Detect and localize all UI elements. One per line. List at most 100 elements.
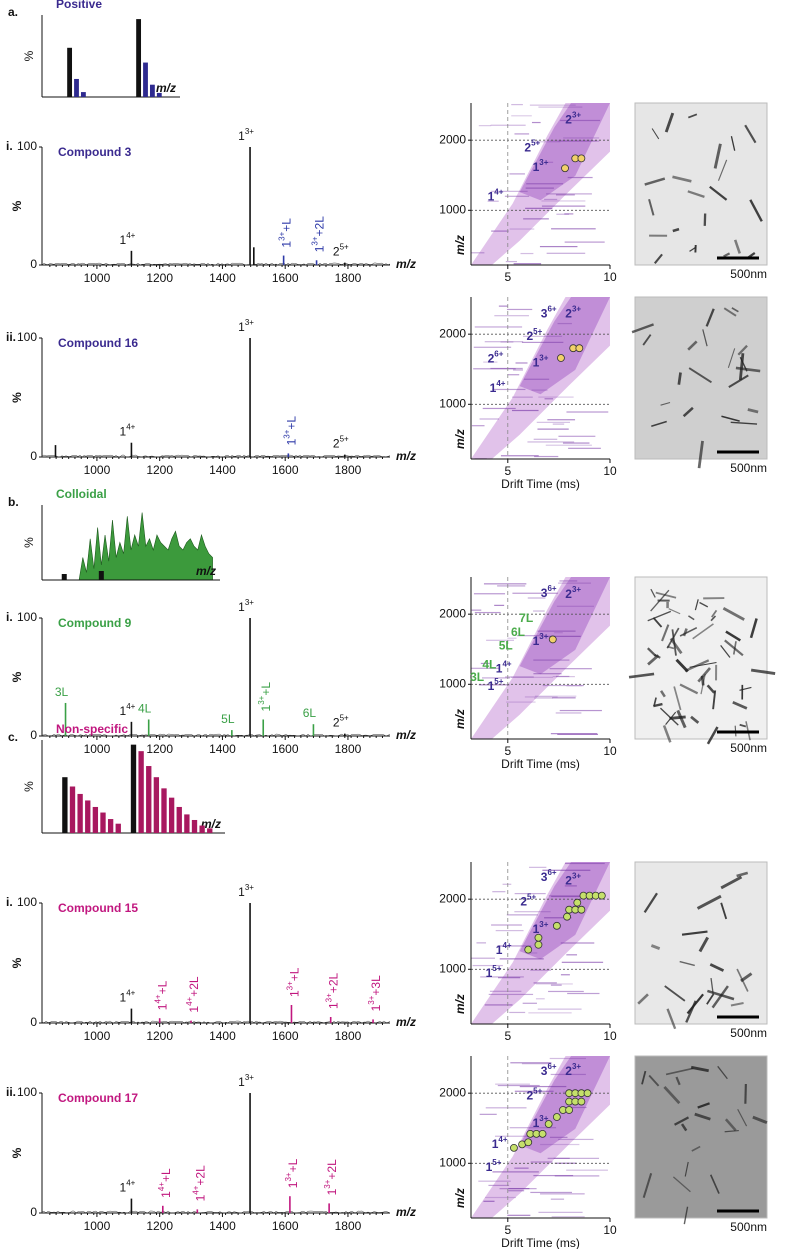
fibril	[651, 128, 660, 140]
heat-streak	[514, 1090, 554, 1092]
heat-streak	[528, 952, 538, 954]
heat-streak	[556, 675, 570, 678]
fibril	[647, 647, 657, 657]
fibril	[699, 601, 709, 608]
point	[524, 1138, 533, 1147]
ion-charge: 3+	[572, 1062, 581, 1071]
ion-suffix: +L	[159, 1168, 173, 1182]
fibril	[675, 658, 689, 673]
heat-streak	[541, 200, 586, 202]
fibril	[735, 366, 761, 373]
peak-label: 14++L	[154, 980, 170, 1010]
point	[552, 1113, 561, 1121]
heat-streak	[533, 610, 545, 612]
bar	[143, 62, 148, 97]
ion-suffix: +2L	[327, 973, 341, 994]
heat-streak	[527, 597, 546, 599]
baseline-noise	[41, 262, 391, 266]
ion-suffix: +L	[286, 1158, 300, 1172]
ion-suffix: +L	[288, 967, 302, 981]
heat-streak	[568, 447, 601, 449]
heat-streak	[550, 1073, 586, 1076]
ion-suffix: +L	[259, 682, 273, 696]
bar	[138, 751, 144, 833]
heat-streak	[558, 1138, 594, 1141]
bar	[149, 84, 155, 97]
fibril	[697, 1102, 710, 1109]
ion-suffix: +L	[285, 416, 299, 430]
point	[565, 1106, 574, 1114]
panel-label: a.	[8, 5, 18, 19]
heat-streak	[534, 695, 577, 697]
peak-label: 3L	[55, 685, 69, 699]
heat-band	[471, 297, 610, 459]
fibril	[682, 406, 694, 418]
heat-streak	[549, 668, 592, 670]
peak-label: 14+	[120, 702, 136, 718]
ion-label: 4L	[138, 702, 152, 716]
heat-streak	[531, 121, 541, 124]
ion-label: 2	[565, 874, 572, 888]
ion-suffix: +L	[280, 218, 294, 232]
heat-streak	[498, 305, 509, 307]
fibril	[648, 1074, 660, 1087]
heat-streak	[482, 677, 511, 679]
x-tick-label: 1400	[209, 271, 236, 285]
heat-streak	[523, 378, 550, 380]
fibril	[648, 199, 655, 216]
ion-label: 1	[486, 966, 493, 980]
fibril	[696, 894, 722, 910]
heat-streak	[535, 983, 573, 985]
x-axis-label: m/z	[396, 728, 416, 742]
y-tick-label: 0	[30, 1015, 37, 1029]
ion-label: 1	[313, 245, 327, 252]
ion-charge: 5+	[340, 243, 349, 252]
heat-streak	[479, 1113, 497, 1115]
fibril	[652, 617, 663, 628]
ion-charge: 3+	[539, 158, 548, 167]
heat-streak	[494, 604, 505, 606]
ion-charge: 6+	[547, 305, 556, 314]
x-axis-label: m/z	[396, 1205, 416, 1219]
heat-streak	[485, 1196, 516, 1199]
heat-streak	[523, 218, 549, 220]
heat-streak	[512, 396, 533, 398]
fibril	[673, 686, 682, 711]
fibril	[706, 993, 715, 1005]
heat-streak	[551, 228, 596, 230]
ion-label: 1	[496, 662, 503, 676]
heat-streak	[514, 911, 551, 913]
heat-streak	[533, 673, 562, 675]
y-axis-label: m/z	[453, 429, 467, 449]
heat-streak	[549, 1057, 586, 1060]
heat-streak	[548, 990, 584, 993]
x-tick-label: 1000	[84, 1219, 111, 1233]
panel-label: i.	[6, 895, 13, 909]
x-axis-label: m/z	[196, 564, 216, 578]
peak-label: 6L	[303, 706, 317, 720]
heat-band	[471, 577, 610, 739]
x-tick-label: 5	[504, 464, 511, 478]
species-label: 13+	[533, 920, 549, 936]
heat-streak	[540, 1193, 585, 1195]
heat-streak	[560, 942, 595, 944]
point	[524, 945, 533, 954]
heat-streak	[536, 421, 571, 423]
chart-title: Compound 17	[58, 1091, 138, 1105]
bar	[207, 828, 213, 833]
ion-label: 2	[565, 1064, 572, 1078]
heat-streak	[506, 308, 533, 311]
ion-label: 1	[286, 1181, 300, 1188]
fibril	[669, 637, 683, 655]
heat-streak	[562, 442, 590, 444]
fibril	[739, 723, 747, 728]
heat-streak	[539, 245, 578, 248]
x-tick-label: 1800	[335, 463, 362, 477]
peak-label: 25+	[333, 243, 349, 259]
heat-streak	[490, 190, 528, 192]
heat-streak	[526, 183, 564, 185]
fibril	[717, 159, 728, 181]
heat-streak	[544, 198, 558, 201]
fibril	[651, 420, 667, 427]
ion-charge: 3+	[367, 995, 376, 1004]
